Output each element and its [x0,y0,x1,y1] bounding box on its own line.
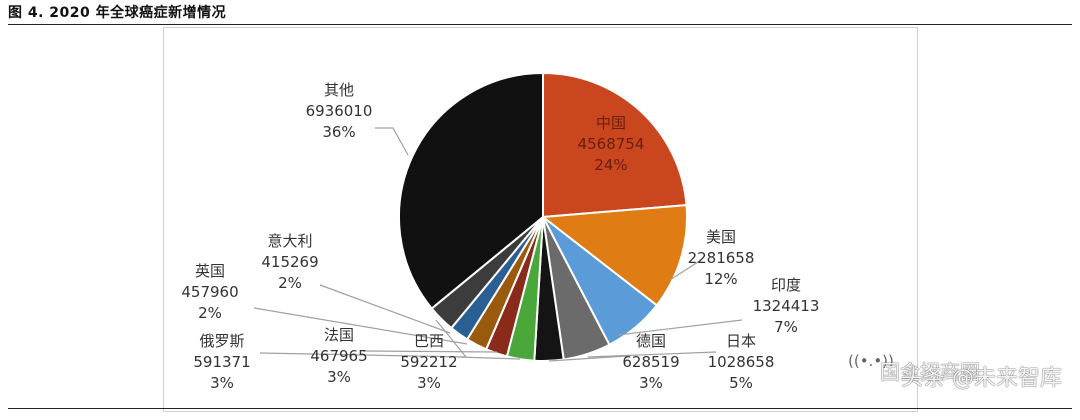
slice-data-label: 美国 2281658 12% [688,228,755,288]
bottom-rule [8,408,1072,409]
slice-data-label: 意大利 415269 2% [261,232,318,292]
slice-data-label: 德国 628519 3% [622,332,679,392]
slice-data-label: 其他 6936010 36% [306,81,373,141]
pie-slice [542,71,688,219]
slice-data-label: 中国 4568754 24% [578,114,645,174]
leader-line [253,307,468,345]
top-rule [8,24,1072,25]
leader-line [375,127,409,156]
leader-line [548,355,628,362]
leader-line [259,319,468,358]
slice-data-label: 俄罗斯 591371 3% [193,332,250,392]
pie-slice [398,71,544,310]
leader-line [457,356,521,360]
watermark-account: 国金招商圈 [880,360,980,384]
slice-data-label: 日本 1028658 5% [708,332,775,392]
watermark-brand: 头条 @未来智库 [901,366,1062,391]
chart-frame [163,27,918,412]
leader-line [617,319,743,336]
slice-data-label: 印度 1324413 7% [753,276,820,336]
leader-line [319,284,451,334]
leader-line [669,259,702,281]
slice-data-label: 英国 457960 2% [181,262,238,322]
leader-line [362,350,498,353]
slice-data-label: 巴西 592212 3% [400,332,457,392]
leader-line [587,351,717,358]
figure-title: 图 4. 2020 年全球癌症新增情况 [8,5,227,21]
slice-data-label: 法国 467965 3% [310,326,367,386]
pie-slice [540,204,688,307]
wechat-icon: ((•.•)) [848,352,894,370]
